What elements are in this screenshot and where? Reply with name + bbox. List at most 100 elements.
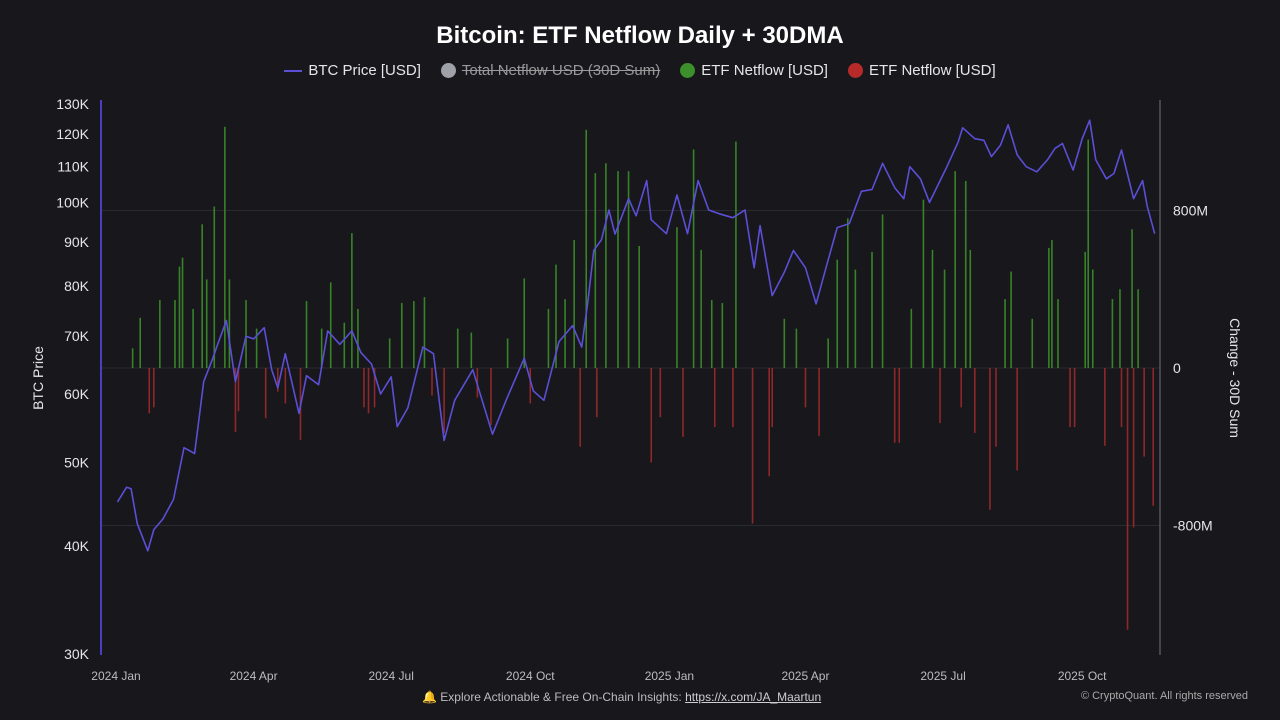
- inflow-bar: [627, 171, 630, 368]
- inflow-bar: [470, 332, 473, 368]
- outflow-bar: [579, 368, 581, 447]
- left-tick-label: 110K: [57, 159, 89, 175]
- inflow-bar: [1057, 299, 1059, 368]
- outflow-bar: [431, 368, 433, 396]
- outflow-bar: [960, 368, 963, 408]
- outflow-bar: [237, 368, 240, 412]
- inflow-bar: [351, 233, 353, 368]
- right-axis-title: Change - 30D Sum: [1227, 318, 1243, 438]
- inflow-bar: [423, 297, 426, 368]
- inflow-bar: [1111, 299, 1114, 368]
- left-tick-label: 80K: [64, 278, 90, 294]
- outflow-bar: [732, 368, 734, 428]
- inflow-bar: [388, 338, 391, 368]
- outflow-bar: [771, 368, 774, 428]
- inflow-bar: [710, 300, 713, 368]
- inflow-bar: [1048, 247, 1050, 368]
- inflow-bar: [931, 249, 934, 368]
- chart-title: Bitcoin: ETF Netflow Daily + 30DMA: [436, 22, 844, 49]
- inflow-bar: [224, 126, 226, 368]
- inflow-bar: [305, 301, 308, 368]
- insight-note: 🔔 Explore Actionable & Free On-Chain Ins…: [422, 690, 821, 704]
- copyright: © CryptoQuant. All rights reserved: [1080, 690, 1248, 702]
- outflow-bar: [974, 368, 976, 433]
- inflow-bar: [1031, 318, 1034, 368]
- inflow-bar: [638, 245, 640, 368]
- inflow-bar: [400, 303, 403, 368]
- inflow-bar: [1084, 251, 1086, 368]
- x-tick-label: 2024 Oct: [506, 669, 555, 683]
- x-tick-label: 2025 Apr: [781, 669, 829, 683]
- inflow-bar: [827, 338, 829, 368]
- outflow-bar: [148, 368, 151, 414]
- legend-item-etf-inflow[interactable]: ETF Netflow [USD]: [680, 62, 828, 79]
- outflow-bar: [659, 368, 662, 418]
- inflow-bar: [1091, 269, 1094, 368]
- inflow-bar: [547, 308, 550, 368]
- outflow-bar: [1069, 368, 1071, 428]
- left-tick-label: 120K: [56, 126, 89, 142]
- outflow-bar: [276, 368, 279, 392]
- outflow-bar: [234, 368, 237, 432]
- outflow-bar: [1152, 368, 1155, 506]
- right-tick-label: 0: [1173, 360, 1181, 376]
- inflow-bar: [964, 180, 967, 368]
- inflow-bar: [871, 251, 873, 368]
- dot-swatch-icon: [440, 63, 456, 78]
- inflow-bar: [943, 269, 946, 368]
- left-tick-label: 50K: [64, 454, 90, 470]
- inflow-bar: [605, 163, 607, 368]
- outflow-bar: [751, 368, 754, 524]
- outflow-bar: [529, 368, 532, 404]
- outflow-bar: [682, 368, 684, 437]
- dot-swatch-icon: [680, 63, 696, 78]
- outflow-bar: [1016, 368, 1018, 471]
- inflow-bar: [854, 269, 857, 368]
- inflow-bar: [357, 308, 359, 368]
- outflow-bar: [989, 368, 991, 510]
- outflow-bar: [898, 368, 901, 443]
- left-tick-label: 40K: [64, 538, 90, 554]
- legend-label: Total Netflow USD (30D Sum): [461, 62, 661, 79]
- outflow-bar: [1143, 368, 1145, 457]
- outflow-bar: [650, 368, 653, 463]
- x-tick-label: 2024 Jul: [368, 669, 413, 683]
- left-tick-label: 60K: [64, 386, 90, 402]
- inflow-bar: [836, 259, 839, 368]
- outflow-bar: [264, 368, 267, 419]
- outflow-bar: [373, 368, 376, 408]
- outflow-bar: [768, 368, 770, 477]
- legend-item-total-netflow[interactable]: Total Netflow USD (30D Sum): [440, 62, 661, 79]
- inflow-bar: [585, 129, 588, 368]
- inflow-bar: [131, 348, 134, 368]
- legend-item-etf-outflow[interactable]: ETF Netflow [USD]: [847, 62, 996, 79]
- inflow-bar: [922, 199, 925, 368]
- inflow-bar: [343, 322, 346, 368]
- outflow-bar: [1104, 368, 1106, 446]
- inflow-bar: [506, 338, 509, 368]
- inflow-bar: [692, 149, 695, 368]
- inflow-bar: [139, 317, 141, 368]
- x-tick-label: 2024 Jan: [91, 669, 140, 683]
- inflow-bar: [1131, 229, 1133, 368]
- inflow-bar: [205, 279, 208, 368]
- right-tick-label: -800M: [1173, 518, 1213, 534]
- inflow-bar: [795, 328, 798, 368]
- inflow-bar: [213, 206, 216, 368]
- legend-item-btc-price[interactable]: BTC Price [USD]: [284, 62, 421, 79]
- inflow-bar: [573, 240, 575, 368]
- inflow-bar: [700, 249, 702, 368]
- inflow-bar: [1051, 240, 1053, 368]
- inflow-bar: [783, 318, 786, 368]
- twitter-link[interactable]: https://x.com/JA_Maartun: [685, 690, 822, 704]
- inflow-bar: [456, 328, 459, 368]
- x-tick-label: 2025 Oct: [1058, 669, 1107, 683]
- outflow-bar: [939, 368, 941, 424]
- outflow-bar: [818, 368, 820, 436]
- left-tick-label: 30K: [64, 646, 90, 662]
- outflow-bar: [367, 368, 370, 414]
- inflow-bar: [564, 299, 566, 368]
- bell-icon: 🔔: [422, 690, 437, 704]
- inflow-bar: [329, 282, 332, 368]
- outflow-bar: [153, 368, 155, 408]
